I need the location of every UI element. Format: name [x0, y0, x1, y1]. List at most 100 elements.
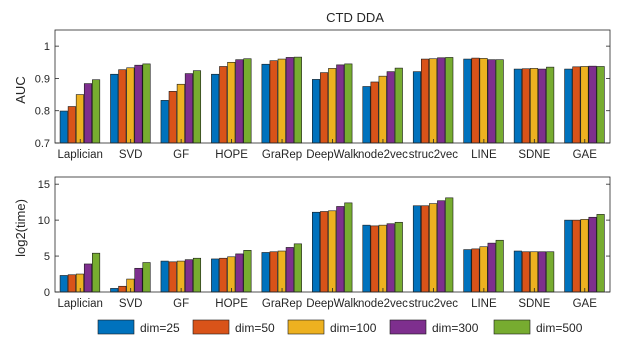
time-bar [192, 257, 202, 293]
auc-bar [211, 73, 220, 144]
auc-bar [83, 83, 93, 144]
time-bar [420, 205, 430, 293]
auc-bar [580, 66, 589, 144]
time-bar [219, 257, 228, 293]
legend-label: dim=50 [235, 321, 275, 335]
auc-bar [344, 63, 353, 144]
auc-bar [160, 100, 169, 144]
time-bar [564, 219, 573, 293]
time-bar [168, 261, 177, 293]
auc-x-tick-label: GraRep [262, 149, 302, 161]
auc-bar [110, 73, 119, 144]
auc-bar [126, 67, 135, 144]
time-bar [328, 210, 337, 293]
chart-title: CTD DDA [326, 10, 384, 25]
auc-bar [521, 68, 530, 144]
auc-bar [219, 66, 228, 144]
time-bar [513, 250, 522, 293]
auc-bar [378, 75, 387, 144]
auc-bar [412, 71, 422, 144]
legend-swatch [192, 319, 230, 335]
auc-bar [176, 83, 185, 144]
time-bar [269, 251, 278, 293]
auc-bar [596, 66, 605, 144]
time-x-tick-label: GAE [573, 298, 598, 310]
time-bar [67, 274, 76, 293]
time-bar [83, 263, 93, 293]
auc-bar [546, 66, 555, 144]
time-x-tick-label: GF [173, 298, 189, 310]
auc-bar [564, 68, 573, 144]
auc-bar [59, 110, 68, 144]
time-bar [370, 225, 379, 293]
auc-bar [495, 59, 504, 144]
auc-bar [227, 61, 236, 144]
time-bar [235, 253, 244, 293]
time-bar [386, 223, 395, 293]
auc-bar [92, 79, 101, 144]
time-x-tick-label: DeepWalk [306, 298, 359, 310]
auc-bar [513, 68, 522, 144]
auc-bar [134, 64, 143, 144]
auc-x-tick-label: SVD [119, 149, 143, 161]
auc-bar [67, 106, 76, 144]
time-bar [471, 248, 480, 293]
time-x-tick-label: Laplician [58, 298, 103, 310]
time-bar [529, 251, 539, 293]
time-bar [412, 205, 422, 293]
auc-bar [437, 57, 446, 144]
auc-bar [479, 58, 488, 144]
time-x-tick-label: SDNE [518, 298, 550, 310]
auc-bar [277, 58, 286, 144]
time-y-axis-label: log2(time) [13, 199, 28, 257]
auc-x-tick-label: LINE [471, 149, 497, 161]
legend-label: dim=100 [330, 321, 377, 335]
auc-bar [336, 64, 345, 144]
time-bar [538, 251, 547, 293]
legend-label: dim=300 [432, 321, 479, 335]
time-bar [261, 252, 270, 293]
time-bar [243, 250, 252, 293]
auc-chart: 0.7 0.8 0.9 1 Laplician SVD GF HOPE GraRep DeepWa… [35, 29, 611, 161]
time-bar [596, 214, 605, 293]
auc-bar [118, 69, 127, 144]
auc-bar [445, 57, 454, 144]
time-bar [429, 203, 438, 293]
auc-x-tick-label: GF [173, 149, 189, 161]
legend-label: dim=25 [140, 321, 180, 335]
time-bar [118, 285, 127, 293]
auc-bar [471, 57, 480, 144]
auc-bar [487, 59, 496, 144]
time-x-tick-label: struc2vec [409, 298, 458, 310]
time-bar [110, 288, 119, 293]
time-bar [546, 251, 555, 293]
time-bar [160, 260, 169, 293]
auc-y-tick-label: 0.8 [35, 106, 50, 118]
time-x-tick-label: LINE [471, 298, 497, 310]
auc-x-tick-label: GAE [573, 149, 598, 161]
time-bar [378, 224, 387, 293]
auc-y-axis-label: AUC [13, 76, 28, 103]
time-bar [437, 200, 446, 293]
auc-y-tick-label: 0.9 [35, 73, 50, 85]
auc-x-tick-label: DeepWalk [306, 149, 359, 161]
legend-swatch [389, 319, 427, 335]
auc-bar [588, 65, 597, 144]
auc-bar [572, 66, 581, 144]
time-bar [211, 258, 220, 293]
time-bar [487, 242, 496, 293]
time-bar [394, 221, 403, 293]
time-x-tick-label: node2vec [358, 298, 408, 310]
auc-bar [192, 70, 202, 144]
auc-bar [269, 60, 278, 144]
auc-x-tick-label: node2vec [358, 149, 408, 161]
time-bar [59, 275, 68, 293]
auc-bar [285, 57, 294, 144]
auc-bar [320, 72, 329, 144]
auc-bar [184, 73, 193, 144]
auc-x-tick-label: HOPE [215, 149, 248, 161]
time-y-tick-label: 0 [44, 287, 50, 299]
time-bar [580, 219, 589, 293]
auc-y-tick-label: 0.7 [35, 138, 50, 150]
